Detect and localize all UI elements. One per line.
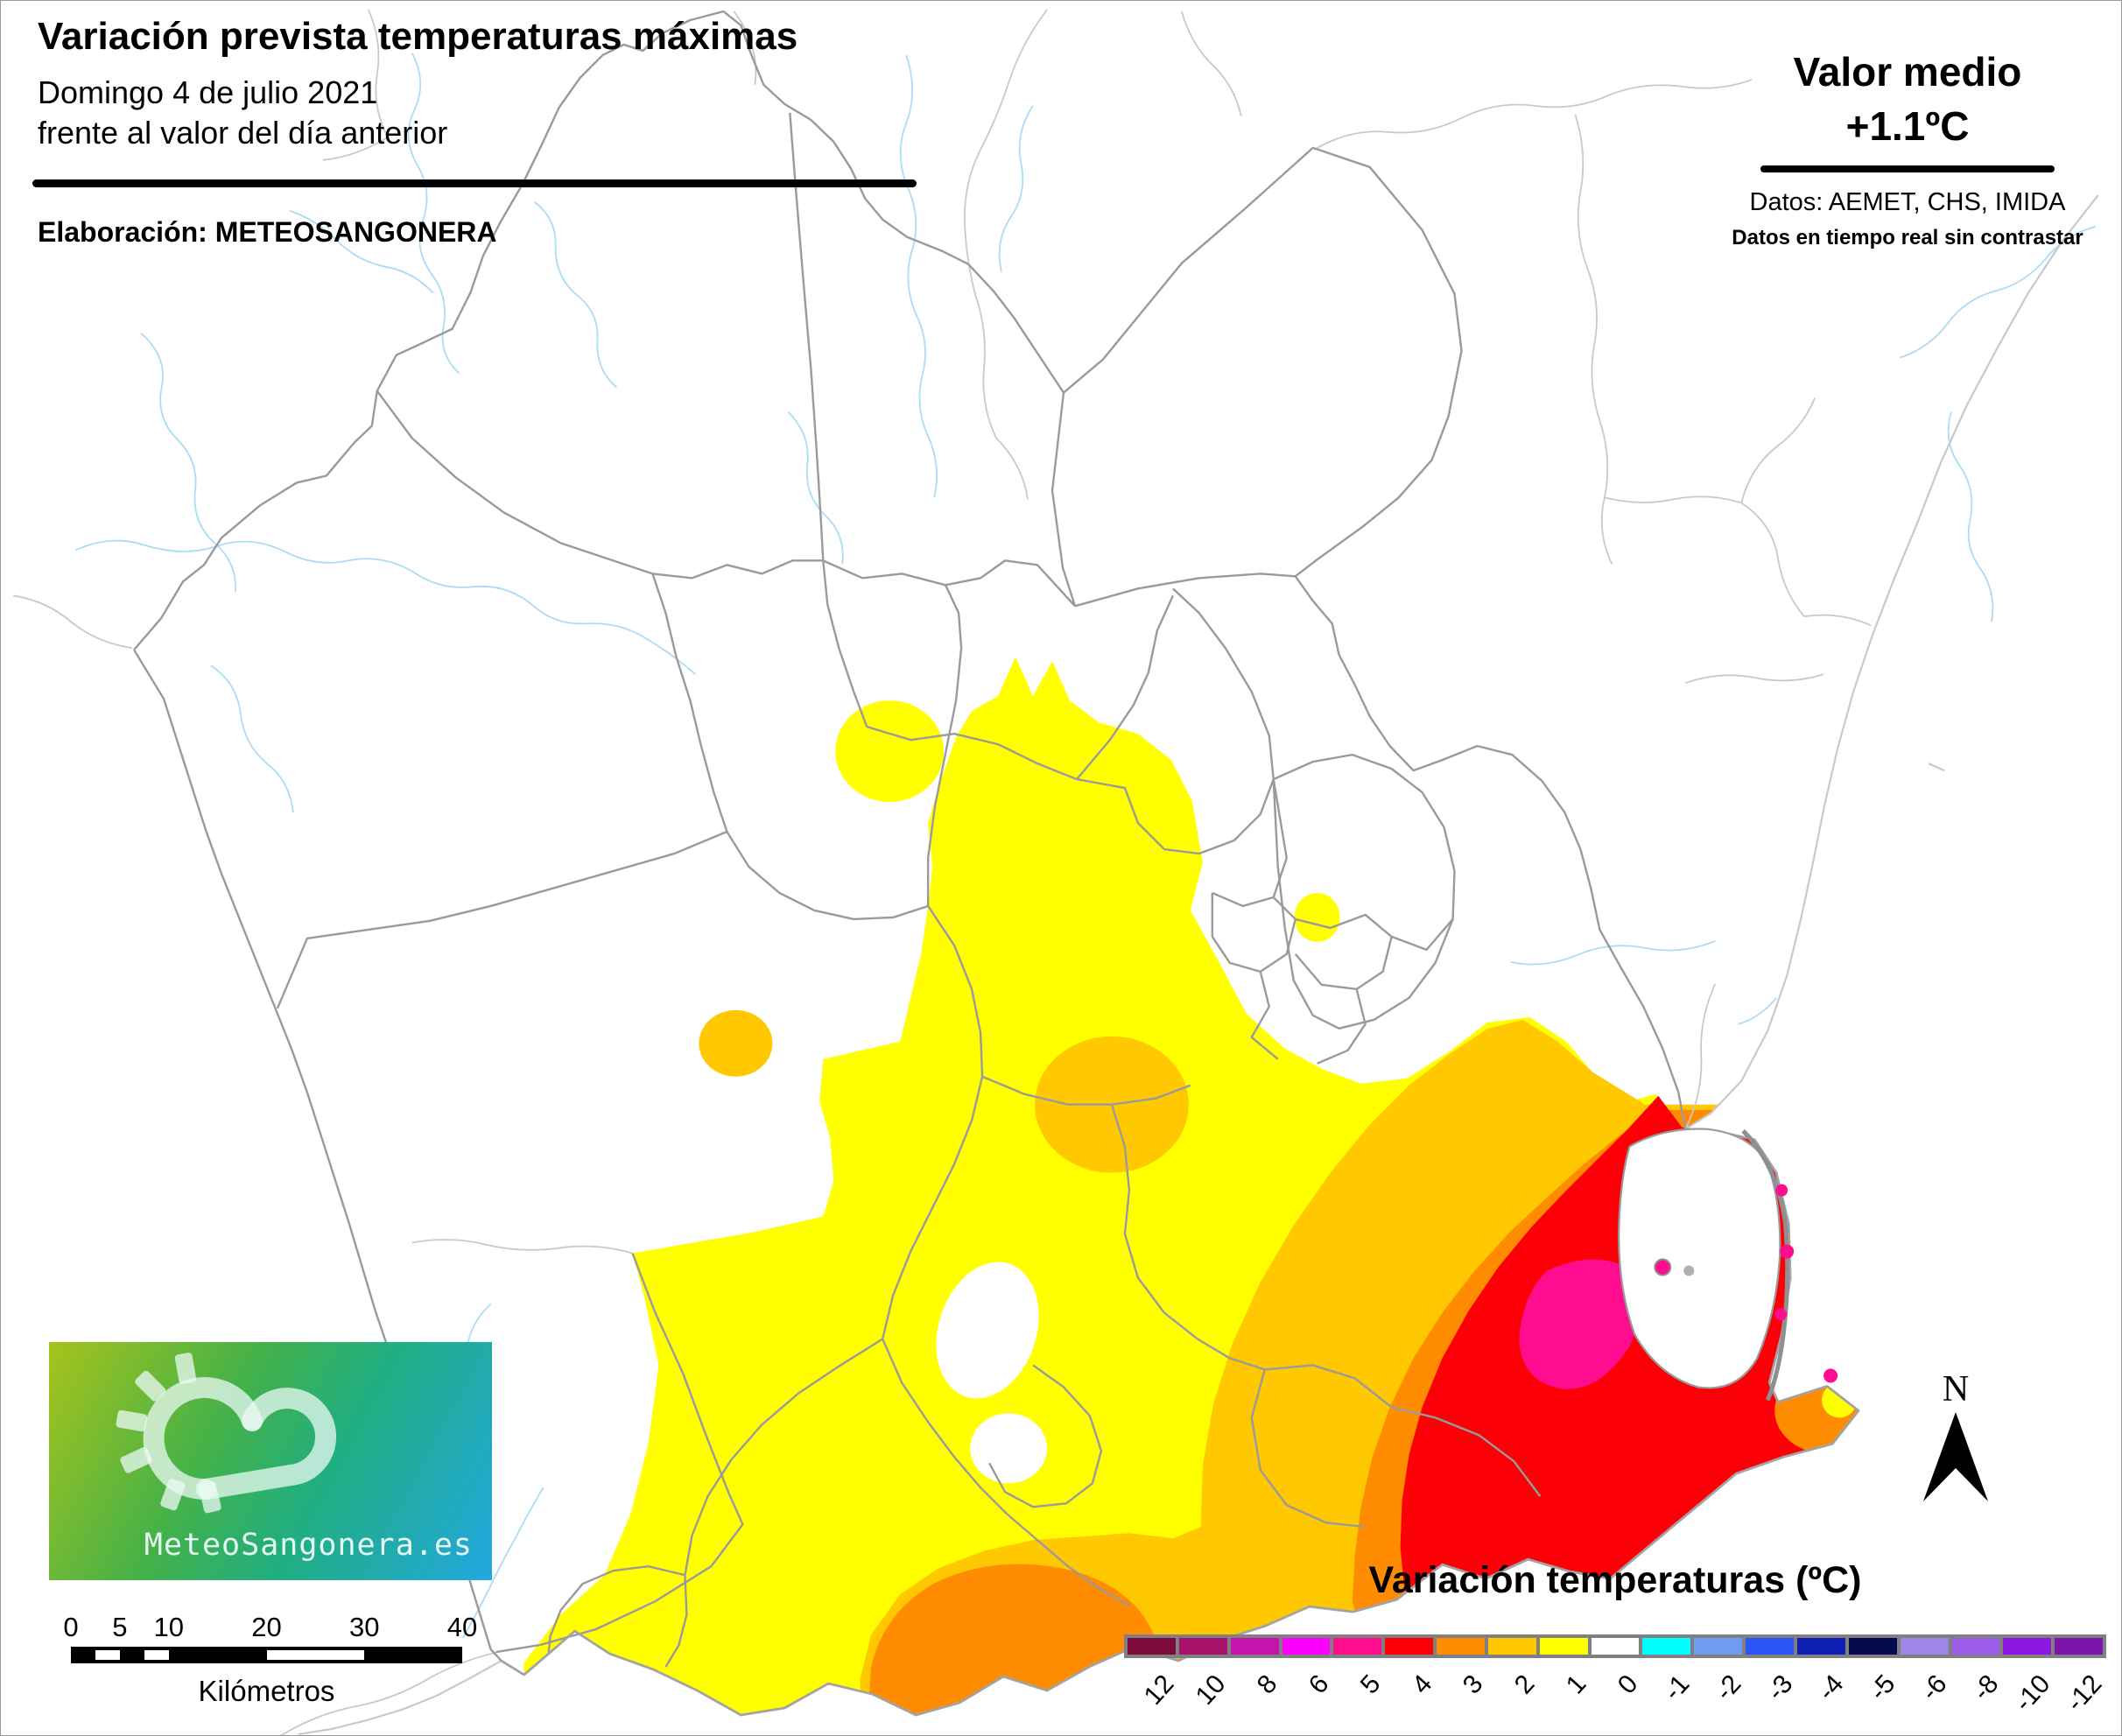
legend-label-12: 12 [1139, 1669, 1180, 1711]
sea [298, 194, 2121, 1735]
legend-label--10: -10 [2008, 1669, 2056, 1718]
legend-label--1: -1 [1657, 1669, 1696, 1706]
data-disclaimer: Datos en tiempo real sin contrastar [1732, 226, 2083, 250]
la-manga-pink-dot [1780, 1244, 1795, 1259]
legend-swatch-12 [1128, 1638, 1176, 1655]
legend-label--3: -3 [1760, 1669, 1799, 1706]
legend-swatch--5 [1848, 1638, 1897, 1655]
legend-label-8: 8 [1251, 1669, 1283, 1700]
legend-swatch--12 [2055, 1638, 2104, 1655]
legend-label--8: -8 [1967, 1669, 2005, 1706]
scalebar-tick-10: 10 [153, 1612, 184, 1642]
overlay-yellow-spot-fortuna [1294, 892, 1340, 942]
scalebar-tick-30: 30 [349, 1612, 380, 1642]
legend-swatch--6 [1900, 1638, 1949, 1655]
legend-swatch-3 [1437, 1638, 1485, 1655]
legend-label-4: 4 [1406, 1669, 1438, 1700]
legend-value-labels: 12 10 8 6 5 4 3 2 1 0 -1 -2 -3 -4 -5 -6 -8 -10 -12 [1124, 1662, 2108, 1732]
legend-swatch-10 [1178, 1638, 1227, 1655]
la-manga-pink-dot [1774, 1308, 1788, 1321]
mar-menor-lagoon [1618, 1128, 1781, 1389]
legend-label-10: 10 [1190, 1669, 1232, 1711]
scalebar-tick-5: 5 [112, 1612, 128, 1642]
legend-label--6: -6 [1915, 1669, 1953, 1706]
legend-swatch-1 [1539, 1638, 1588, 1655]
overlay-white-hole-large [936, 1262, 1039, 1399]
legend-label--5: -5 [1864, 1669, 1901, 1706]
mean-value-panel: Valor medio +1.1ºC Datos: AEMET, CHS, IM… [1715, 45, 2100, 250]
scalebar-tick-20: 20 [251, 1612, 282, 1642]
mar-menor [1618, 1128, 1838, 1402]
overlay-pink-patch [1519, 1259, 1641, 1389]
scalebar-white-segment [95, 1650, 120, 1660]
legend-title: Variación temperaturas (ºC) [1368, 1559, 1862, 1601]
la-manga-pink-dot [1775, 1184, 1788, 1197]
lagoon-island [1683, 1265, 1695, 1276]
legend-swatch--10 [2003, 1638, 2052, 1655]
page-subtitle-date: Domingo 4 de julio 2021 [38, 74, 378, 110]
legend-label-5: 5 [1354, 1669, 1387, 1700]
overlay-white-hole-small [970, 1413, 1048, 1484]
legend-swatch--3 [1746, 1638, 1794, 1655]
mean-value: +1.1ºC [1845, 103, 1970, 150]
overlay-amber-blob-small [699, 1009, 773, 1077]
scalebar-unit: Kilómetros [198, 1675, 335, 1707]
legend-swatch-6 [1282, 1638, 1331, 1655]
legend-label-6: 6 [1303, 1669, 1335, 1700]
legend-swatch--8 [1951, 1638, 2000, 1655]
legend-label-3: 3 [1458, 1669, 1489, 1700]
region-border [133, 10, 1687, 1129]
mean-value-label: Valor medio [1793, 49, 2022, 95]
legend-swatch--1 [1642, 1638, 1691, 1655]
scalebar-tick-40: 40 [446, 1612, 478, 1642]
north-arrow-icon [1923, 1412, 1988, 1501]
neighbor-boundaries [13, 9, 1872, 1735]
lagoon-island [1654, 1258, 1672, 1276]
legend-label-1: 1 [1560, 1669, 1592, 1700]
scalebar-labels: 0 5 10 20 30 40 [1, 1612, 2121, 1643]
legend-label--4: -4 [1812, 1669, 1850, 1706]
legend-swatch--4 [1796, 1638, 1845, 1655]
logo-text: MeteoSangonera.es [144, 1528, 473, 1563]
coastline-neighbors [298, 194, 2099, 1735]
sun-cloud-icon [116, 1353, 337, 1514]
data-sources: Datos: AEMET, CHS, IMIDA [1749, 188, 2066, 217]
page-title: Variación prevista temperaturas máximas [38, 15, 798, 58]
la-manga-bar [1741, 1128, 1790, 1402]
mean-value-divider [1760, 165, 2055, 173]
legend-label-0: 0 [1612, 1669, 1644, 1700]
legend-swatch-5 [1333, 1638, 1382, 1655]
elaboration-credit: Elaboración: METEOSANGONERA [38, 216, 497, 248]
legend-swatch-8 [1230, 1638, 1279, 1655]
legend-label--2: -2 [1709, 1669, 1747, 1706]
legend-swatch-4 [1385, 1638, 1434, 1655]
meteosangonera-logo: MeteoSangonera.es [49, 1342, 492, 1580]
legend-label-2: 2 [1509, 1669, 1541, 1700]
title-divider [32, 179, 917, 187]
north-label: N [1942, 1369, 1970, 1409]
legend-swatch--2 [1694, 1638, 1743, 1655]
municipal-boundaries [133, 10, 1687, 1668]
la-manga-pink-dot [1823, 1368, 1838, 1383]
page-subtitle-comparison: frente al valor del día anterior [38, 115, 448, 151]
overlay-yellow-spot-west [835, 700, 945, 803]
legend-colorbar [1124, 1634, 2106, 1658]
legend-label--12: -12 [2060, 1669, 2108, 1718]
scalebar-white-segment [144, 1650, 169, 1660]
legend-swatch-2 [1487, 1638, 1536, 1655]
scalebar [71, 1647, 462, 1663]
scalebar-white-segment [266, 1650, 365, 1660]
legend-swatch-0 [1591, 1638, 1640, 1655]
scalebar-tick-0: 0 [63, 1612, 79, 1642]
